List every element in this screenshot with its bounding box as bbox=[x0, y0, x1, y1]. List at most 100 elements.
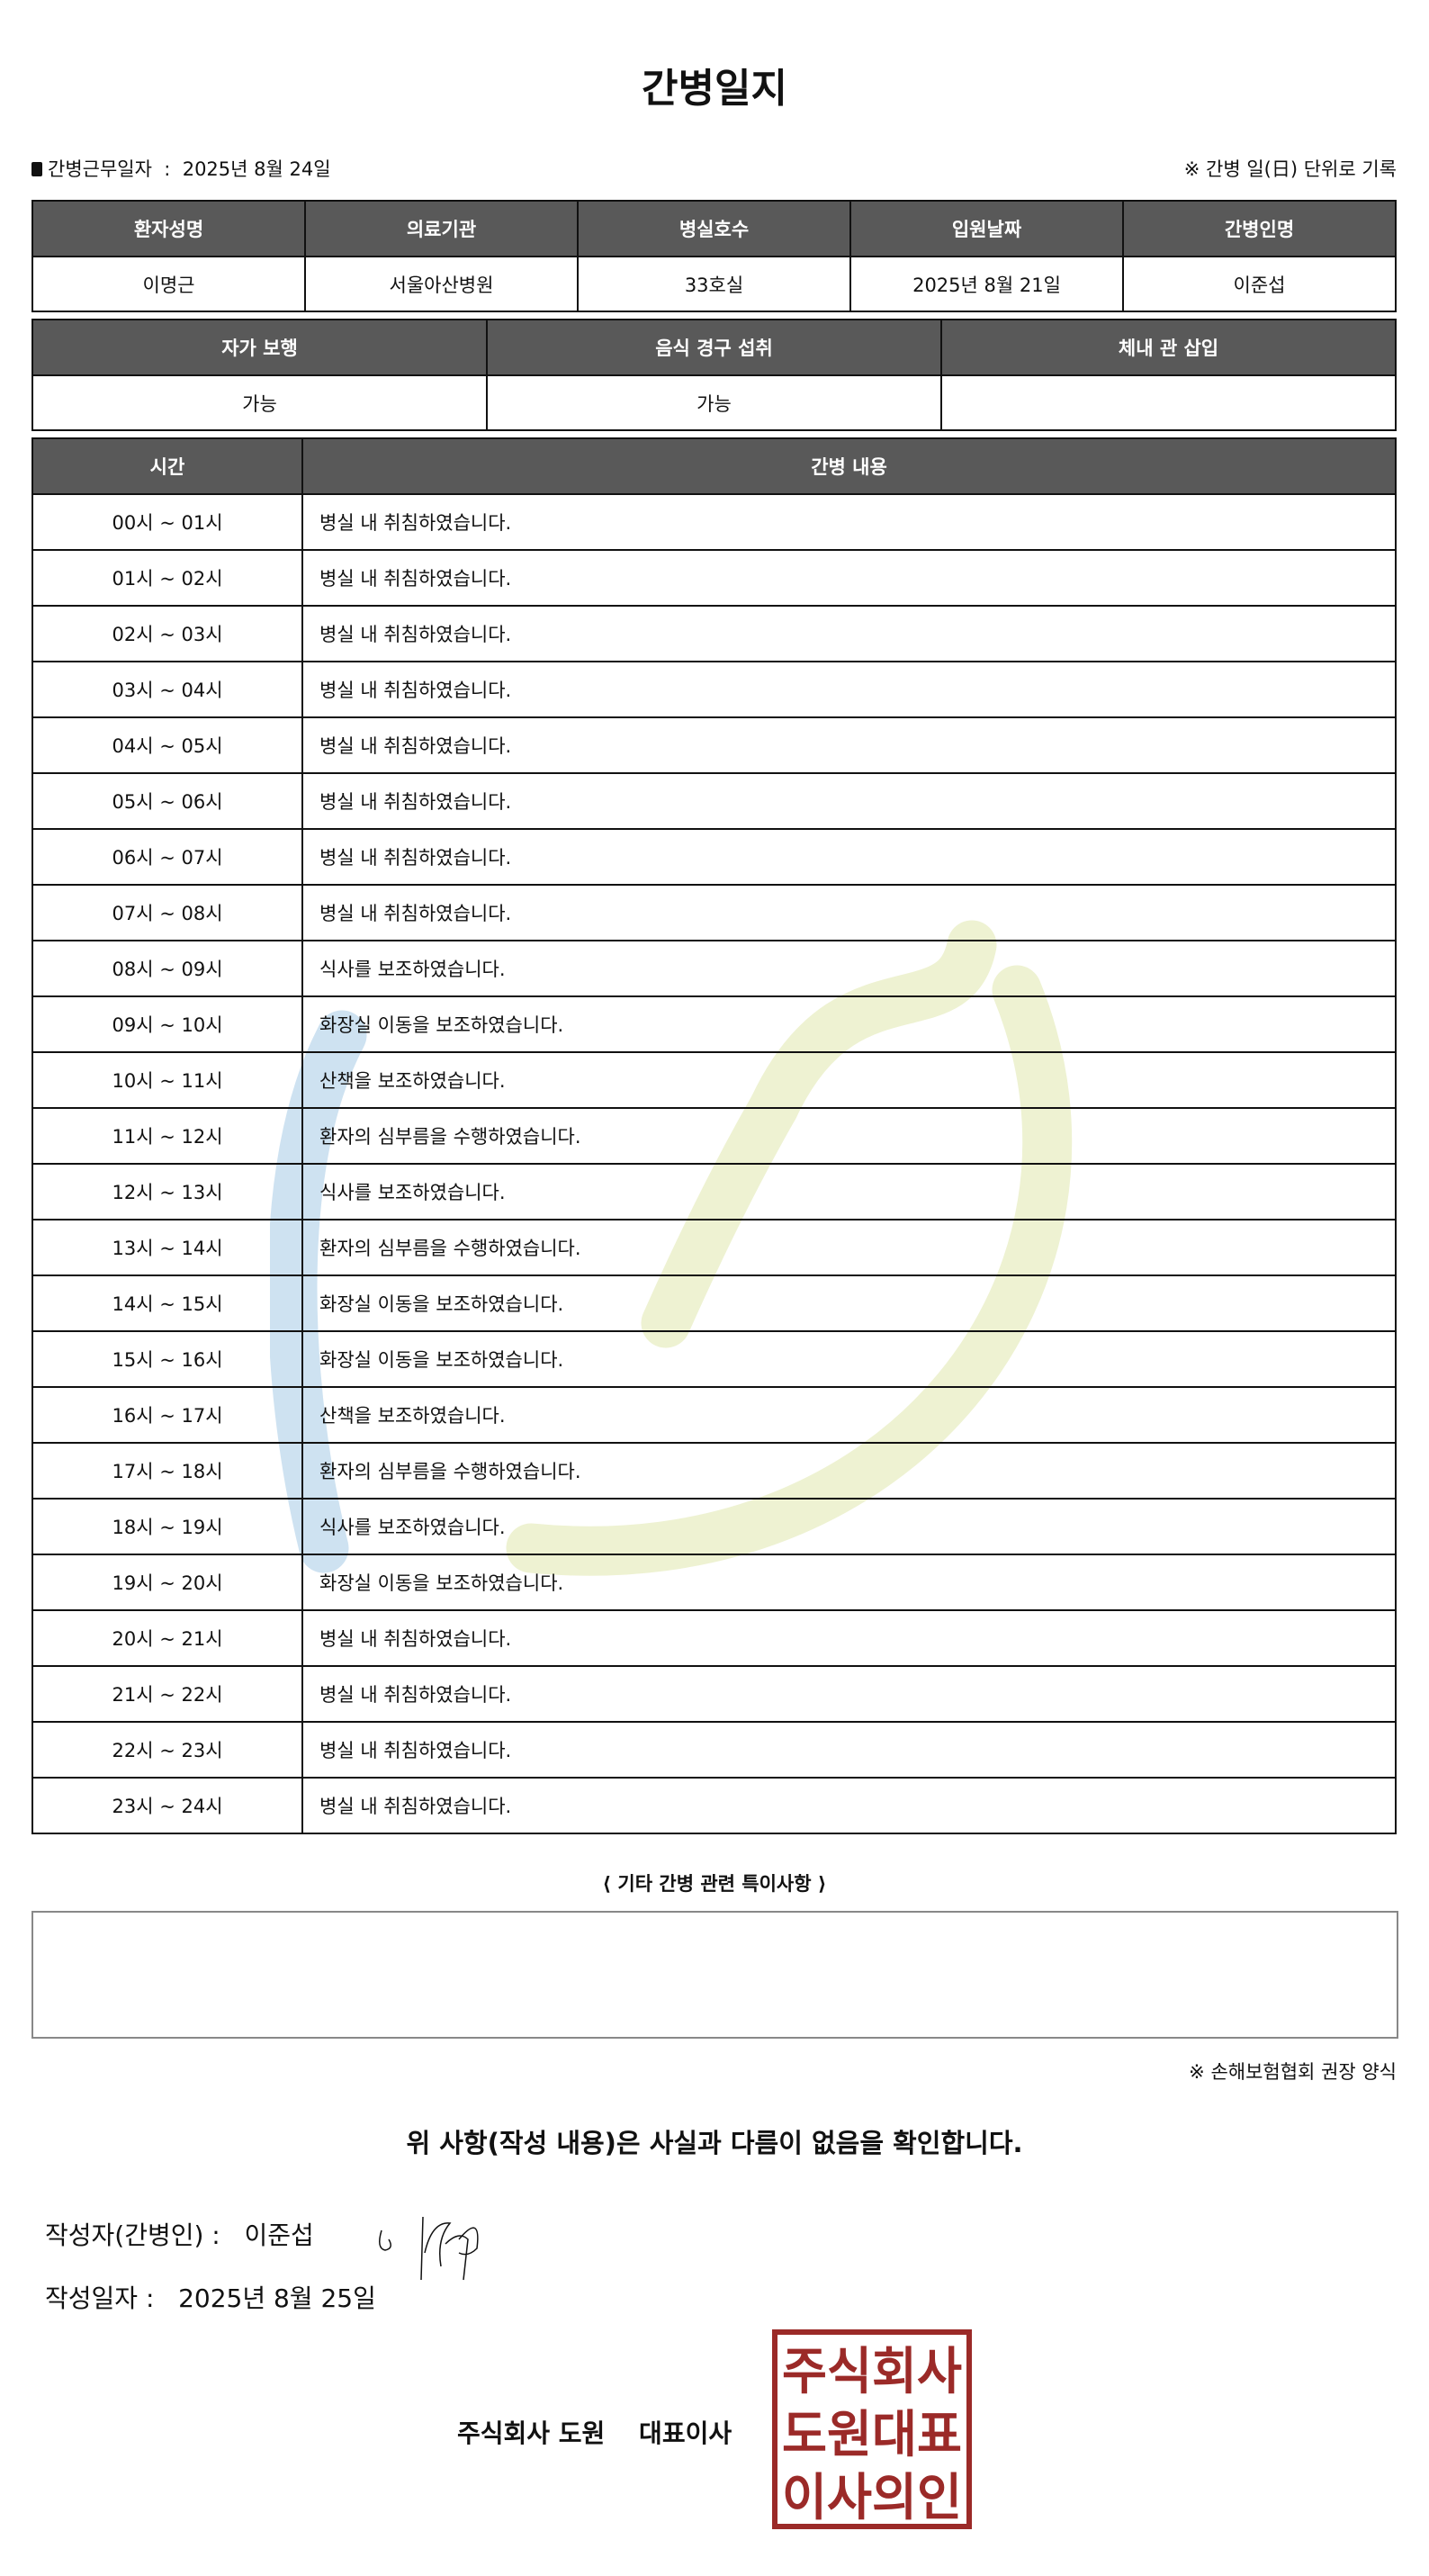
time-cell: 02시 ~ 03시 bbox=[31, 605, 303, 662]
care-content-cell: 환자의 심부름을 수행하였습니다. bbox=[301, 1442, 1397, 1500]
care-content-cell: 병실 내 취침하였습니다. bbox=[301, 1665, 1397, 1723]
header-room: 병실호수 bbox=[577, 200, 851, 257]
header-walking: 자가 보행 bbox=[31, 319, 488, 376]
care-content-cell: 산책을 보조하였습니다. bbox=[301, 1051, 1397, 1109]
time-cell: 22시 ~ 23시 bbox=[31, 1721, 303, 1779]
time-cell: 01시 ~ 02시 bbox=[31, 549, 303, 607]
care-content-cell: 병실 내 취침하였습니다. bbox=[301, 493, 1397, 551]
table-row: 07시 ~ 08시 병실 내 취침하였습니다. bbox=[31, 884, 1397, 941]
table-row: 05시 ~ 06시 병실 내 취침하였습니다. bbox=[31, 772, 1397, 830]
care-content-cell: 병실 내 취침하였습니다. bbox=[301, 661, 1397, 718]
time-cell: 03시 ~ 04시 bbox=[31, 661, 303, 718]
caregiver: 이준섭 bbox=[1122, 256, 1397, 312]
writer-line: 작성자(간병인) : 이준섭 bbox=[45, 2220, 314, 2250]
care-content-cell: 환자의 심부름을 수행하였습니다. bbox=[301, 1107, 1397, 1165]
care-content-cell: 화장실 이동을 보조하였습니다. bbox=[301, 1274, 1397, 1332]
table-row: 04시 ~ 05시 병실 내 취침하였습니다. bbox=[31, 716, 1397, 774]
table-row: 19시 ~ 20시 화장실 이동을 보조하였습니다. bbox=[31, 1554, 1397, 1611]
oral-intake: 가능 bbox=[486, 374, 942, 431]
table-row: 01시 ~ 02시 병실 내 취침하였습니다. bbox=[31, 549, 1397, 607]
svg-text:이사의인: 이사의인 bbox=[782, 2469, 962, 2527]
table-row: 17시 ~ 18시 환자의 심부름을 수행하였습니다. bbox=[31, 1442, 1397, 1500]
table-row: 08시 ~ 09시 식사를 보조하였습니다. bbox=[31, 940, 1397, 997]
care-content-cell: 병실 내 취침하였습니다. bbox=[301, 1609, 1397, 1667]
table-row: 16시 ~ 17시 산책을 보조하였습니다. bbox=[31, 1386, 1397, 1444]
care-content-cell: 화장실 이동을 보조하였습니다. bbox=[301, 1330, 1397, 1388]
time-cell: 21시 ~ 22시 bbox=[31, 1665, 303, 1723]
table-row: 15시 ~ 16시 화장실 이동을 보조하였습니다. bbox=[31, 1330, 1397, 1388]
header-admission-date: 입원날짜 bbox=[849, 200, 1124, 257]
care-content-cell: 병실 내 취침하였습니다. bbox=[301, 716, 1397, 774]
admission-date: 2025년 8월 21일 bbox=[849, 256, 1124, 312]
confirmation-statement: 위 사항(작성 내용)은 사실과 다름이 없음을 확인합니다. bbox=[406, 2128, 1023, 2158]
table-row: 18시 ~ 19시 식사를 보조하였습니다. bbox=[31, 1498, 1397, 1555]
time-cell: 07시 ~ 08시 bbox=[31, 884, 303, 941]
care-content-cell: 식사를 보조하였습니다. bbox=[301, 1498, 1397, 1555]
header-caregiver: 간병인명 bbox=[1122, 200, 1397, 257]
time-cell: 04시 ~ 05시 bbox=[31, 716, 303, 774]
header-oral-intake: 음식 경구 섭취 bbox=[486, 319, 942, 376]
info-line: 간병근무일자 : 2025년 8월 24일 ※ 간병 일(日) 단위로 기록 bbox=[31, 155, 1397, 182]
special-notes-box[interactable] bbox=[31, 1911, 1398, 2039]
header-tube: 체내 관 삽입 bbox=[940, 319, 1397, 376]
tube bbox=[940, 374, 1397, 431]
header-time: 시간 bbox=[31, 437, 303, 495]
care-content-cell: 병실 내 취침하였습니다. bbox=[301, 549, 1397, 607]
care-content-cell: 산책을 보조하였습니다. bbox=[301, 1386, 1397, 1444]
source-note: ※ 손해보험협회 권장 양식 bbox=[1189, 2061, 1397, 2083]
table-row: 09시 ~ 10시 화장실 이동을 보조하였습니다. bbox=[31, 995, 1397, 1053]
time-cell: 06시 ~ 07시 bbox=[31, 828, 303, 886]
time-cell: 16시 ~ 17시 bbox=[31, 1386, 303, 1444]
time-cell: 18시 ~ 19시 bbox=[31, 1498, 303, 1555]
page-title: 간병일지 bbox=[642, 66, 787, 112]
time-cell: 00시 ~ 01시 bbox=[31, 493, 303, 551]
room: 33호실 bbox=[577, 256, 851, 312]
table-row: 00시 ~ 01시 병실 내 취침하였습니다. bbox=[31, 493, 1397, 551]
care-content-cell: 식사를 보조하였습니다. bbox=[301, 1163, 1397, 1220]
header-hospital: 의료기관 bbox=[304, 200, 579, 257]
care-content-cell: 병실 내 취침하였습니다. bbox=[301, 605, 1397, 662]
table-row: 23시 ~ 24시 병실 내 취침하였습니다. bbox=[31, 1777, 1397, 1834]
walking: 가능 bbox=[31, 374, 488, 431]
care-content-cell: 병실 내 취침하였습니다. bbox=[301, 828, 1397, 886]
time-cell: 09시 ~ 10시 bbox=[31, 995, 303, 1053]
care-content-cell: 식사를 보조하였습니다. bbox=[301, 940, 1397, 997]
time-cell: 17시 ~ 18시 bbox=[31, 1442, 303, 1500]
hospital: 서울아산병원 bbox=[304, 256, 579, 312]
written-date: 2025년 8월 25일 bbox=[178, 2283, 376, 2313]
table-row: 03시 ~ 04시 병실 내 취침하였습니다. bbox=[31, 661, 1397, 718]
table-row: 02시 ~ 03시 병실 내 취침하였습니다. bbox=[31, 605, 1397, 662]
record-note: ※ 간병 일(日) 단위로 기록 bbox=[1183, 158, 1397, 180]
work-date-value: 2025년 8월 24일 bbox=[182, 158, 331, 180]
care-log-table: 시간 간병 내용 00시 ~ 01시 병실 내 취침하였습니다. 01시 ~ 02시 병… bbox=[31, 437, 1397, 1834]
time-cell: 15시 ~ 16시 bbox=[31, 1330, 303, 1388]
care-content-cell: 환자의 심부름을 수행하였습니다. bbox=[301, 1219, 1397, 1276]
header-care-content: 간병 내용 bbox=[301, 437, 1397, 495]
writer-name: 이준섭 bbox=[244, 2220, 314, 2250]
time-cell: 12시 ~ 13시 bbox=[31, 1163, 303, 1220]
table-row: 10시 ~ 11시 산책을 보조하였습니다. bbox=[31, 1051, 1397, 1109]
time-cell: 05시 ~ 06시 bbox=[31, 772, 303, 830]
time-cell: 23시 ~ 24시 bbox=[31, 1777, 303, 1834]
time-cell: 11시 ~ 12시 bbox=[31, 1107, 303, 1165]
signature bbox=[379, 2216, 479, 2281]
written-date-line: 작성일자 : 2025년 8월 25일 bbox=[45, 2283, 376, 2313]
table-row: 22시 ~ 23시 병실 내 취침하였습니다. bbox=[31, 1721, 1397, 1779]
care-content-cell: 화장실 이동을 보조하였습니다. bbox=[301, 995, 1397, 1053]
time-cell: 10시 ~ 11시 bbox=[31, 1051, 303, 1109]
care-content-cell: 병실 내 취침하였습니다. bbox=[301, 1721, 1397, 1779]
svg-text:주식회사: 주식회사 bbox=[782, 2343, 962, 2401]
special-notes-label: ⟨ 기타 간병 관련 특이사항 ⟩ bbox=[602, 1873, 827, 1895]
time-cell: 14시 ~ 15시 bbox=[31, 1274, 303, 1332]
table-row: 21시 ~ 22시 병실 내 취침하였습니다. bbox=[31, 1665, 1397, 1723]
time-cell: 19시 ~ 20시 bbox=[31, 1554, 303, 1611]
table-row: 20시 ~ 21시 병실 내 취침하였습니다. bbox=[31, 1609, 1397, 1667]
header-patient-name: 환자성명 bbox=[31, 200, 306, 257]
work-date: 간병근무일자 : 2025년 8월 24일 bbox=[31, 155, 331, 182]
care-content-cell: 병실 내 취침하였습니다. bbox=[301, 884, 1397, 941]
table-row: 11시 ~ 12시 환자의 심부름을 수행하였습니다. bbox=[31, 1107, 1397, 1165]
care-content-cell: 화장실 이동을 보조하였습니다. bbox=[301, 1554, 1397, 1611]
care-content-cell: 병실 내 취침하였습니다. bbox=[301, 1777, 1397, 1834]
table-row: 12시 ~ 13시 식사를 보조하였습니다. bbox=[31, 1163, 1397, 1220]
table-row: 06시 ~ 07시 병실 내 취침하였습니다. bbox=[31, 828, 1397, 886]
